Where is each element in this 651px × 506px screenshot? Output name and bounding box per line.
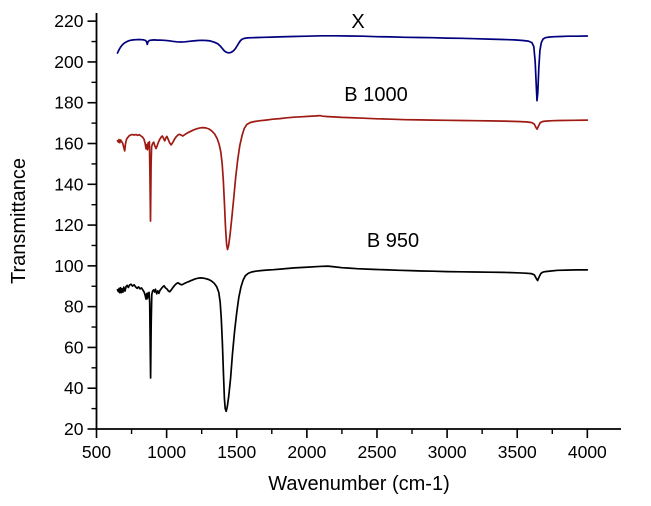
x-tick-label: 4000 (568, 442, 607, 462)
axis-spines (95, 13, 621, 430)
y-tick-label: 180 (54, 93, 83, 113)
y-tick-label: 120 (54, 215, 83, 235)
curve-b-1000 (116, 114, 589, 251)
plot-generated-content: 500 1000 1500 2000 2500 3000 3500 4000 20 40 60 80 1… (54, 11, 621, 462)
y-tick-label: 140 (54, 174, 83, 194)
y-tick-label: 60 (64, 337, 84, 357)
x-tick-label: 2500 (358, 442, 397, 462)
curve-b-950 (116, 265, 589, 413)
x-tick-label: 1000 (147, 442, 186, 462)
curve-label-x: X (351, 11, 364, 33)
curve-label-b1000: B 1000 (344, 84, 407, 106)
x-tick-label: 3500 (498, 442, 537, 462)
y-axis-title: Transmittance (8, 158, 30, 284)
y-tick-label: 200 (54, 52, 83, 72)
y-tick-label: 80 (64, 297, 84, 317)
x-tick-label: 2000 (287, 442, 326, 462)
curve-label-b950: B 950 (367, 230, 419, 252)
x-tick-label: 1500 (217, 442, 256, 462)
y-tick-label: 40 (64, 378, 84, 398)
x-axis-title: Wavenumber (cm-1) (268, 473, 450, 495)
curve-x (116, 34, 589, 102)
y-tick-label: 160 (54, 134, 83, 154)
y-tick-label: 100 (54, 256, 83, 276)
x-tick-label: 3000 (428, 442, 467, 462)
y-tick-label: 220 (54, 11, 83, 31)
y-tick-label: 20 (64, 419, 84, 439)
x-tick-label: 500 (82, 442, 111, 462)
